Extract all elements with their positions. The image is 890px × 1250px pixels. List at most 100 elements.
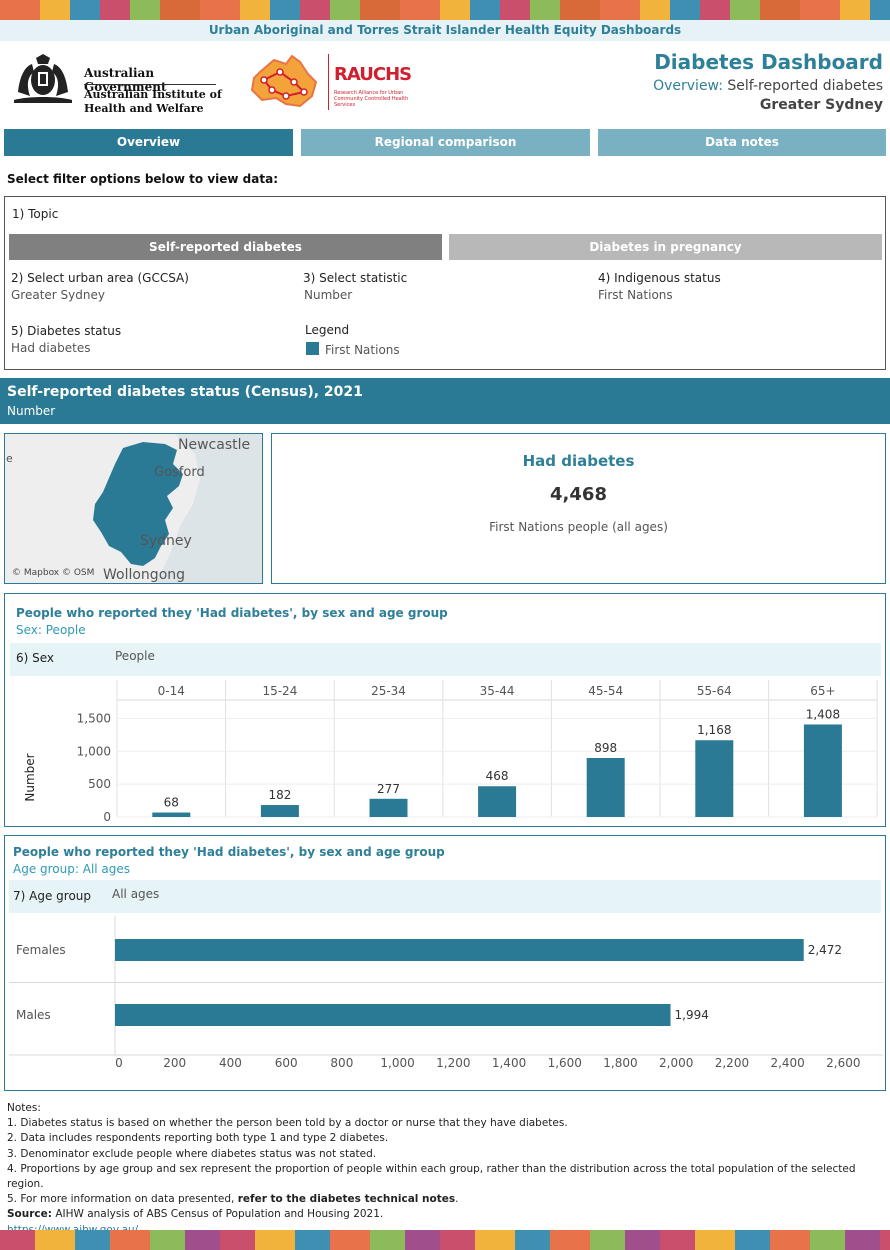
indigenous-label: 4) Indigenous status (598, 271, 721, 285)
topic-self-reported-button[interactable]: Self-reported diabetes (9, 234, 442, 260)
x-tick-label: 2,600 (826, 1056, 860, 1070)
y-tick-label: 500 (88, 777, 111, 791)
source-label: Source: (7, 1208, 52, 1221)
category-label: 45-54 (588, 684, 623, 698)
section-title: Self-reported diabetes status (Census), … (7, 384, 363, 400)
bar-value-label: 468 (486, 769, 509, 783)
filter-panel: 1) Topic Self-reported diabetes Diabetes… (4, 196, 886, 370)
legend-label: Legend (305, 323, 350, 337)
filter-heading: Select filter options below to view data… (7, 172, 278, 186)
bar-value-label: 1,408 (806, 707, 840, 721)
technical-notes-link[interactable]: refer to the diabetes technical notes (237, 1193, 456, 1206)
category-label: 35-44 (480, 684, 515, 698)
bar (115, 939, 804, 961)
sex-param-value[interactable]: People (115, 649, 155, 663)
row-label: Females (16, 943, 66, 957)
sex-parameter[interactable]: 6) Sex People (10, 643, 881, 676)
page-title: Diabetes Dashboard (654, 50, 883, 74)
bar-value-label: 898 (594, 741, 617, 755)
rauchs-subtitle: Research Alliance for Urban Community Co… (334, 90, 409, 108)
age-group-panel: People who reported they 'Had diabetes',… (4, 593, 886, 827)
subtitle-prefix: Overview: (653, 78, 723, 94)
note-5-prefix: 5. For more information on data presente… (7, 1193, 235, 1206)
category-label: 65+ (810, 684, 835, 698)
source-text: AIHW analysis of ABS Census of Populatio… (55, 1208, 384, 1221)
age-group-parameter[interactable]: 7) Age group All ages (9, 880, 881, 913)
bar (152, 812, 191, 817)
age-panel-title: People who reported they 'Had diabetes',… (16, 606, 448, 620)
area-label: 2) Select urban area (GCCSA) (11, 271, 189, 285)
notes-heading: Notes: (7, 1102, 41, 1114)
note-5-suffix: . (455, 1193, 459, 1206)
bar-value-label: 1,994 (675, 1008, 709, 1022)
map-label-newcastle: Newcastle (178, 437, 251, 453)
status-label: 5) Diabetes status (11, 324, 122, 338)
kpi-value: 4,468 (550, 484, 607, 505)
age-param-value[interactable]: All ages (112, 887, 160, 901)
tab-data-notes[interactable]: Data notes (598, 129, 886, 156)
bar-value-label: 68 (164, 796, 179, 810)
rauchs-name: RAUCHS (334, 64, 412, 85)
map-label-edge: e (6, 452, 13, 465)
section-header: Self-reported diabetes status (Census), … (0, 378, 890, 424)
page-subtitle: Overview: Self-reported diabetes (653, 78, 883, 94)
bar (260, 805, 299, 817)
page-region: Greater Sydney (759, 97, 883, 113)
status-select[interactable]: Had diabetes (11, 341, 91, 355)
kpi-card: Had diabetes 4,468 First Nations people … (271, 433, 886, 584)
topic-label: 1) Topic (12, 207, 59, 221)
source-line: Source: AIHW analysis of ABS Census of P… (7, 1207, 887, 1222)
x-tick-label: 1,400 (492, 1056, 526, 1070)
sex-panel-title: People who reported they 'Had diabetes',… (13, 845, 445, 859)
bar-value-label: 1,168 (697, 723, 731, 737)
x-tick-label: 1,600 (548, 1056, 582, 1070)
tab-regional-comparison[interactable]: Regional comparison (301, 129, 590, 156)
bar (803, 724, 842, 817)
bar (478, 786, 517, 817)
note-2: 2. Data includes respondents reporting b… (7, 1132, 389, 1145)
sex-panel: People who reported they 'Had diabetes',… (4, 835, 886, 1091)
note-3: 3. Denominator exclude people where diab… (7, 1147, 377, 1160)
map-label-sydney: Sydney (140, 533, 192, 549)
sex-panel-subtitle: Age group: All ages (13, 862, 131, 876)
x-tick-label: 1,800 (603, 1056, 637, 1070)
notes-section: Notes: 1. Diabetes status is based on wh… (7, 1101, 887, 1238)
topic-pregnancy-button[interactable]: Diabetes in pregnancy (449, 234, 882, 260)
age-group-bar-chart: 0 500 1,000 1,500 Number 0-14 68 15-24 182 25-34 2… (23, 680, 878, 824)
note-5: 5. For more information on data presente… (7, 1192, 887, 1207)
bar-value-label: 277 (377, 782, 400, 796)
bar (586, 757, 625, 817)
map-label-gosford: Gosford (154, 465, 205, 480)
category-label: 25-34 (371, 684, 406, 698)
bar (369, 798, 408, 817)
category-label: 55-64 (697, 684, 732, 698)
age-panel-subtitle: Sex: People (16, 623, 86, 637)
rauchs-logo: RAUCHS Research Alliance for Urban Commu… (246, 52, 416, 114)
rauchs-divider (328, 54, 329, 110)
y-tick-label: 1,500 (77, 711, 111, 725)
coat-of-arms-icon (14, 54, 72, 103)
bar-value-label: 182 (268, 788, 291, 802)
note-1: 1. Diabetes status is based on whether t… (7, 1117, 568, 1130)
kpi-title: Had diabetes (522, 452, 635, 470)
x-tick-label: 0 (115, 1056, 123, 1070)
greater-sydney-shape (5, 434, 262, 583)
gov-name: Australian Government (84, 66, 167, 94)
bar (695, 740, 734, 817)
x-tick-label: 600 (275, 1056, 298, 1070)
region-map[interactable]: Newcastle Gosford Sydney Wollongong e © … (4, 433, 263, 584)
y-tick-label: 0 (103, 810, 111, 824)
tab-overview[interactable]: Overview (4, 129, 293, 156)
statistic-select[interactable]: Number (304, 288, 353, 302)
x-tick-label: 2,000 (659, 1056, 693, 1070)
dashboard-header: Diabetes Dashboard Overview: Self-report… (653, 50, 883, 113)
australia-map-icon (250, 54, 318, 108)
bar (115, 1004, 671, 1026)
indigenous-select[interactable]: First Nations (598, 288, 673, 302)
map-credit[interactable]: © Mapbox © OSM (12, 568, 95, 578)
statistic-label: 3) Select statistic (303, 271, 408, 285)
x-tick-label: 2,200 (715, 1056, 749, 1070)
y-tick-label: 1,000 (77, 744, 111, 758)
area-select[interactable]: Greater Sydney (11, 288, 105, 302)
bar-value-label: 2,472 (808, 943, 842, 957)
